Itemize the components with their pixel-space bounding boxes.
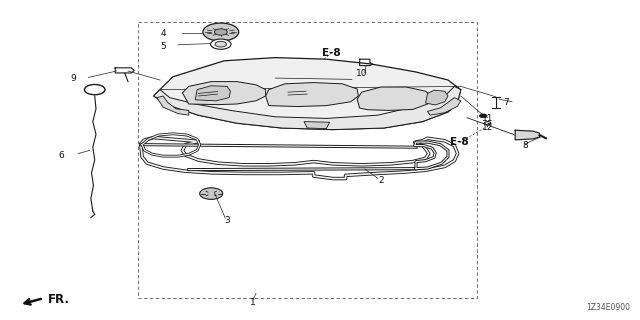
Text: E-8: E-8 [322, 48, 341, 58]
Text: 10: 10 [356, 69, 367, 78]
Circle shape [203, 23, 239, 41]
Circle shape [215, 41, 227, 47]
Circle shape [84, 84, 105, 95]
Circle shape [484, 122, 491, 125]
Text: FR.: FR. [48, 293, 70, 306]
Polygon shape [182, 82, 266, 105]
Text: 5: 5 [161, 42, 166, 51]
Text: 1Z34E0900: 1Z34E0900 [586, 303, 630, 312]
Text: 11: 11 [482, 114, 493, 123]
Text: 2: 2 [378, 176, 383, 185]
Polygon shape [515, 130, 540, 140]
Polygon shape [426, 90, 448, 105]
Polygon shape [195, 86, 230, 101]
Circle shape [211, 39, 231, 49]
Polygon shape [357, 87, 432, 110]
Text: 4: 4 [161, 29, 166, 38]
Text: 9: 9 [71, 74, 76, 83]
Text: E-8: E-8 [450, 137, 469, 148]
Circle shape [200, 188, 223, 199]
Text: 1: 1 [250, 298, 255, 307]
Circle shape [214, 29, 227, 35]
Polygon shape [266, 83, 358, 107]
Text: 7: 7 [503, 98, 508, 107]
Polygon shape [428, 98, 461, 115]
Text: 12: 12 [482, 124, 493, 132]
Polygon shape [154, 58, 461, 130]
Text: 8: 8 [522, 141, 527, 150]
Text: 3: 3 [225, 216, 230, 225]
Circle shape [479, 114, 487, 118]
Polygon shape [154, 86, 461, 130]
Polygon shape [304, 122, 330, 129]
Text: 6: 6 [58, 151, 63, 160]
Polygon shape [157, 96, 189, 115]
